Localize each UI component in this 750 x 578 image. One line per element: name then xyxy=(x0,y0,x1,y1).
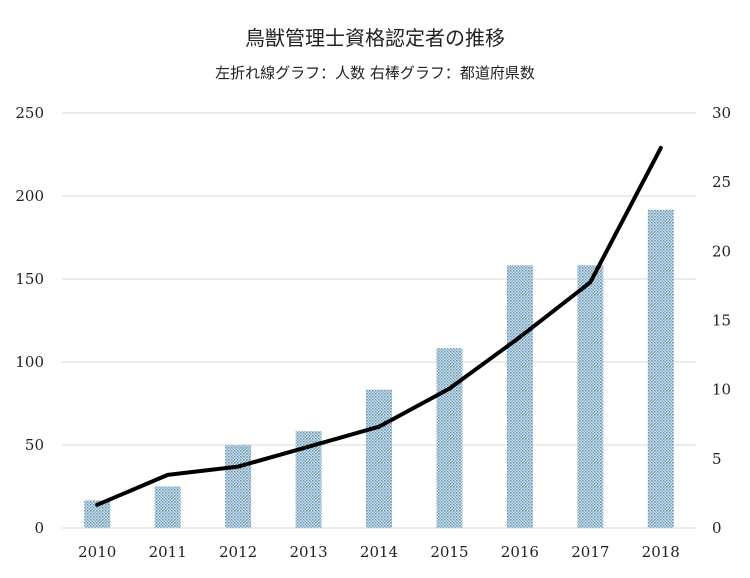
bar xyxy=(154,486,181,528)
bar xyxy=(647,209,674,529)
y-right-tick-label: 25 xyxy=(712,173,731,191)
x-tick-label: 2011 xyxy=(149,543,187,561)
y-right-tick-label: 30 xyxy=(712,104,731,122)
bar xyxy=(225,445,252,528)
bar xyxy=(366,389,392,528)
y-right-tick-label: 5 xyxy=(712,450,722,468)
y-left-tick-label: 100 xyxy=(15,353,44,371)
chart-title: 鳥獣管理士資格認定者の推移 xyxy=(245,26,505,50)
x-tick-label: 2013 xyxy=(289,543,327,561)
y-left-tick-label: 0 xyxy=(34,519,44,537)
x-tick-label: 2012 xyxy=(219,543,257,561)
x-tick-label: 2016 xyxy=(501,543,539,561)
line-point xyxy=(166,473,170,477)
line-point xyxy=(236,465,240,469)
y-right-tick-label: 15 xyxy=(712,312,731,330)
line-point xyxy=(659,146,663,150)
line-point xyxy=(95,503,99,507)
x-tick-label: 2015 xyxy=(430,543,468,561)
bar xyxy=(506,265,533,528)
y-right-tick-label: 20 xyxy=(712,242,731,260)
y-right-tick-label: 10 xyxy=(712,381,731,399)
line-point xyxy=(377,425,381,429)
y-left-tick-label: 150 xyxy=(15,270,44,288)
line-point xyxy=(588,280,592,284)
x-tick-label: 2010 xyxy=(78,543,116,561)
y-left-tick-label: 50 xyxy=(25,436,44,454)
x-tick-label: 2018 xyxy=(642,543,680,561)
bar xyxy=(577,265,604,528)
bar xyxy=(436,348,463,528)
x-tick-label: 2014 xyxy=(360,543,398,561)
line-point xyxy=(447,387,451,391)
chart-subtitle: 左折れ線グラフ：人数 右棒グラフ：都道府県数 xyxy=(215,64,535,82)
y-left-tick-label: 200 xyxy=(15,187,44,205)
x-tick-label: 2017 xyxy=(571,543,609,561)
y-right-tick-label: 0 xyxy=(712,519,722,537)
line-point xyxy=(307,445,311,449)
y-left-tick-label: 250 xyxy=(15,104,44,122)
line-point xyxy=(518,335,522,339)
